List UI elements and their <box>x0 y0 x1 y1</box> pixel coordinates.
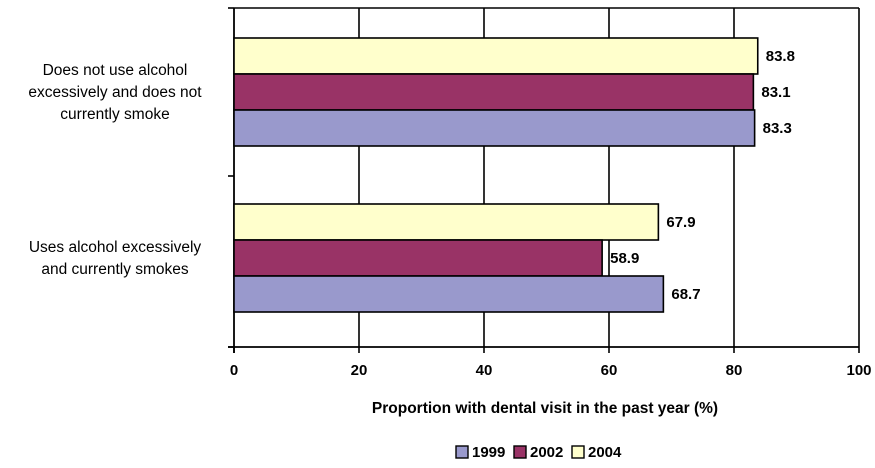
x-tick-label: 40 <box>476 362 493 379</box>
data-labels: 83.8 83.1 83.3 67.9 58.9 68.7 <box>610 48 795 303</box>
x-tick-label: 20 <box>351 362 368 379</box>
bar-2002-smoker <box>233 239 603 277</box>
category-label: Uses alcohol excessively and currently sm… <box>29 239 202 278</box>
legend-swatch-2002 <box>513 445 527 459</box>
category-labels: Does not use alcohol excessively and does… <box>28 62 202 278</box>
x-tick-label: 100 <box>846 362 871 379</box>
legend-label-1999: 1999 <box>472 444 505 461</box>
bar-1999-smoker <box>233 275 665 313</box>
legend-swatch-1999 <box>455 445 469 459</box>
legend-label-2004: 2004 <box>588 444 622 461</box>
category-label: Does not use alcohol excessively and does… <box>28 62 202 123</box>
bar-1999-nonsmoker <box>233 109 756 147</box>
data-label: 67.9 <box>666 214 695 231</box>
bar-2002-nonsmoker <box>233 73 755 111</box>
data-label: 68.7 <box>671 286 700 303</box>
x-tick-labels: 0 20 40 60 80 100 <box>230 362 872 379</box>
x-tick-label: 0 <box>230 362 238 379</box>
data-label: 83.1 <box>761 84 790 101</box>
x-tick-label: 60 <box>601 362 618 379</box>
x-axis-title: Proportion with dental visit in the past… <box>372 400 718 417</box>
legend-swatch-2004 <box>571 445 585 459</box>
legend-label-2002: 2002 <box>530 444 563 461</box>
bar-2004-nonsmoker <box>233 37 759 75</box>
data-label: 58.9 <box>610 250 639 267</box>
data-label: 83.3 <box>763 120 792 137</box>
x-tick-label: 80 <box>726 362 743 379</box>
bar-2004-smoker <box>233 203 660 241</box>
data-label: 83.8 <box>766 48 795 65</box>
bars <box>233 37 759 313</box>
legend: 1999 2002 2004 <box>455 444 622 461</box>
